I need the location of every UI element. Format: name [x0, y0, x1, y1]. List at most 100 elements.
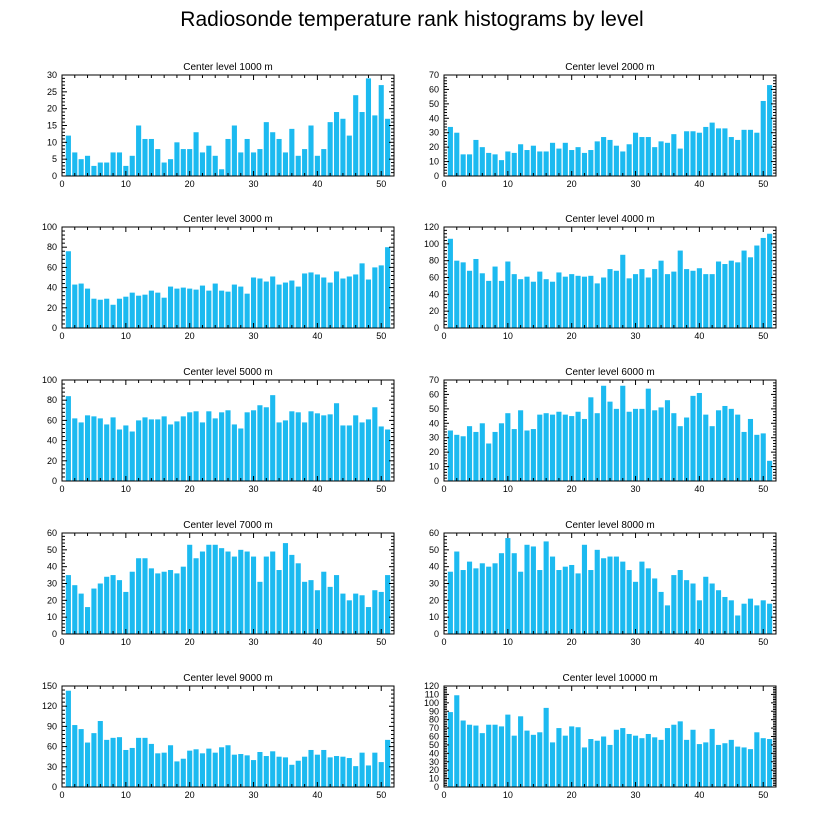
panel-1: Center level 1000 m 0 10 20 30 40 50 0 5 10 15 20 25…: [47, 62, 395, 189]
x-tick-label: 30: [249, 179, 259, 189]
histogram-bar: [193, 132, 199, 176]
x-tick-label: 40: [694, 331, 704, 341]
x-tick-label: 30: [631, 637, 641, 647]
panel-title: Center level 6000 m: [565, 367, 655, 378]
x-tick-label: 30: [249, 484, 259, 494]
histogram-bar: [199, 753, 206, 787]
histogram-bar: [155, 149, 161, 176]
histogram-bar: [327, 414, 333, 481]
y-tick-label: 20: [429, 595, 439, 605]
histogram-bar: [116, 298, 123, 328]
histogram-bar: [346, 276, 352, 328]
y-tick-label: 60: [47, 262, 57, 272]
histogram-bar: [722, 128, 728, 176]
histogram-bar: [709, 728, 715, 787]
histogram-bar: [136, 125, 142, 176]
x-tick-label: 20: [185, 331, 195, 341]
histogram-bar: [645, 388, 651, 481]
histogram-bar: [180, 149, 186, 176]
histogram-bar: [613, 145, 619, 176]
histogram-bar: [295, 286, 301, 328]
histogram-bar: [327, 282, 333, 328]
histogram-bar: [594, 141, 600, 176]
histogram-bar: [276, 570, 282, 634]
histogram-bar: [505, 538, 511, 634]
histogram-bar: [359, 422, 365, 481]
histogram-bar: [212, 283, 218, 328]
histogram-bar: [302, 149, 308, 176]
histogram-bar: [754, 605, 760, 634]
histogram-bar: [696, 744, 702, 787]
x-tick-label: 40: [694, 790, 704, 800]
histogram-bar: [460, 436, 466, 481]
histogram-bar: [715, 410, 722, 481]
histogram-bar: [722, 596, 728, 634]
histogram-bar: [632, 132, 639, 176]
histogram-bar: [466, 426, 473, 481]
y-tick-label: 0: [434, 782, 439, 792]
histogram-bar: [282, 282, 289, 328]
histogram-bar: [728, 260, 734, 328]
histogram-bar: [187, 149, 193, 176]
histogram-bar: [110, 575, 116, 634]
x-tick-label: 10: [503, 179, 513, 189]
histogram-bar: [353, 415, 359, 481]
y-tick-label: 40: [429, 113, 439, 123]
histogram-bar: [747, 598, 754, 634]
histogram-bar: [282, 543, 289, 634]
histogram-bar: [632, 274, 639, 328]
histogram-bar: [225, 410, 231, 481]
histogram-bar: [180, 416, 186, 481]
histogram-bar: [754, 732, 760, 787]
histogram-bar: [747, 257, 754, 328]
y-tick-label: 0: [52, 476, 57, 486]
y-tick-label: 80: [429, 256, 439, 266]
histogram-bar: [645, 277, 651, 328]
histogram-bar: [473, 258, 479, 328]
y-tick-label: 0: [434, 476, 439, 486]
histogram-bar: [308, 411, 314, 481]
histogram-bar: [556, 728, 562, 787]
x-tick-label: 10: [121, 179, 131, 189]
histogram-bar: [123, 425, 129, 481]
histogram-bar: [652, 410, 658, 481]
y-tick-label: 30: [47, 70, 57, 80]
histogram-bar: [530, 429, 536, 481]
y-tick-label: 40: [429, 418, 439, 428]
x-tick-label: 30: [631, 790, 641, 800]
y-tick-label: 30: [429, 128, 439, 138]
y-tick-label: 50: [47, 545, 57, 555]
histogram-bar: [747, 749, 754, 788]
histogram-bar: [562, 142, 568, 176]
histogram-bar: [767, 739, 773, 787]
y-tick-label: 60: [429, 528, 439, 538]
histogram-bar: [454, 132, 460, 176]
panel-title: Center level 10000 m: [562, 673, 657, 684]
histogram-bar: [447, 571, 453, 634]
histogram-bar: [199, 152, 206, 176]
histogram-bar: [601, 137, 607, 176]
histogram-bar: [353, 766, 359, 787]
panel-3: Center level 3000 m 0 10 20 30 40 50 0 20 40 60 80 1…: [42, 214, 395, 341]
histogram-bar: [136, 295, 142, 328]
histogram-bar: [340, 756, 346, 787]
histogram-bar: [193, 289, 199, 328]
histogram-bar: [543, 413, 549, 481]
y-tick-label: 150: [42, 681, 57, 691]
panel-6: Center level 6000 m 0 10 20 30 40 50 0 10 20 30 40 5…: [429, 367, 777, 494]
x-tick-label: 20: [185, 790, 195, 800]
histogram-bar: [104, 739, 110, 787]
x-tick-label: 0: [441, 331, 446, 341]
histogram-bar: [333, 575, 340, 634]
histogram-bar: [104, 424, 110, 481]
histogram-bar: [524, 730, 530, 787]
histogram-bar: [206, 748, 212, 787]
histogram-bar: [684, 131, 690, 176]
histogram-bar: [72, 284, 78, 328]
histogram-bar: [524, 430, 530, 481]
histogram-bar: [677, 250, 683, 328]
histogram-bar: [498, 726, 505, 787]
x-tick-label: 50: [758, 179, 768, 189]
histogram-bar: [346, 135, 352, 176]
histogram-bar: [282, 420, 289, 481]
